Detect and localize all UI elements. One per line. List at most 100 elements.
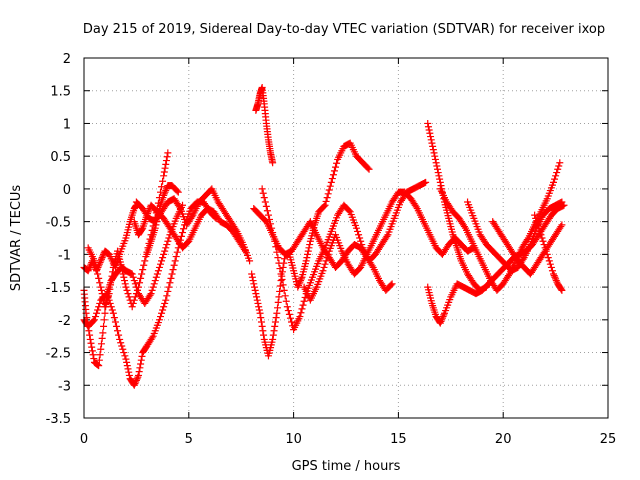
data-point [460,223,468,231]
data-point [163,241,171,249]
data-point [431,152,439,160]
data-point [92,261,100,269]
data-point [154,267,162,275]
data-point [542,247,550,255]
data-point [434,169,442,177]
data-point [162,187,170,195]
series-arc-17 [489,218,566,278]
data-point [323,254,331,262]
data-point [109,309,117,317]
data-point [161,164,169,172]
data-point [246,257,254,265]
data-point [558,221,566,229]
data-point [264,211,272,219]
x-tick-label: 15 [390,432,407,447]
data-point [96,351,104,359]
data-point [273,309,281,317]
data-point [427,136,435,144]
data-point [164,237,172,245]
data-point [269,331,277,339]
data-point [107,281,115,289]
data-point [105,290,113,298]
data-point [550,178,558,186]
data-point [274,304,282,312]
data-point [303,254,311,262]
data-point [169,266,177,274]
data-point [329,171,337,179]
data-point [429,142,437,150]
data-point [426,129,434,137]
data-point [172,253,180,261]
data-point [109,268,117,276]
data-point [537,231,545,239]
data-point [123,362,131,370]
data-point [325,186,333,194]
data-point [437,317,445,325]
y-tick-label: 0.5 [50,150,71,165]
data-point [519,255,527,263]
data-point [425,126,433,134]
data-point [118,267,126,275]
data-point [162,157,170,165]
data-point [261,198,269,206]
data-point [427,133,435,141]
data-point [123,286,131,294]
data-point [434,165,442,173]
data-point [97,340,105,348]
data-point [531,211,539,219]
data-point [282,297,290,305]
data-point [279,281,287,289]
data-point [97,286,105,294]
data-point [271,318,279,326]
data-point [138,352,146,360]
data-point [294,283,302,291]
data-point [422,178,430,186]
data-point [170,261,178,269]
x-tick-label: 5 [185,432,193,447]
data-point [177,232,185,240]
data-point [320,202,328,210]
data-point [436,175,444,183]
data-point [552,275,560,283]
data-point [124,290,132,298]
data-point [269,229,277,237]
data-point [107,303,115,311]
data-point [100,322,108,330]
data-point [134,373,142,381]
data-point [118,263,126,271]
data-point [155,316,163,324]
data-point [173,187,181,195]
y-axis-tick-labels: -3.5 -3 -2.5 -2 -1.5 -1 -0.5 0 0.5 1 1.5 2 [46,52,71,427]
data-point [436,319,444,327]
data-point [387,281,395,289]
data-point [121,277,129,285]
data-point [286,314,294,322]
data-point [269,159,277,167]
data-point [162,160,170,168]
data-point [137,356,145,364]
data-point [132,376,140,384]
data-point [345,207,353,215]
data-point [274,254,282,262]
data-point [277,270,285,278]
data-point [160,168,168,176]
data-point [149,283,157,291]
x-tick-label: 20 [495,432,512,447]
data-point [135,368,143,376]
data-point [167,274,175,282]
data-point [161,188,169,196]
data-point [164,287,172,295]
data-point [388,280,396,288]
data-point [160,191,168,199]
data-point [152,273,160,281]
data-point [129,273,137,281]
data-point [134,371,142,379]
data-point [262,202,270,210]
data-point [134,283,142,291]
data-point [356,234,364,242]
data-point [544,254,552,262]
data-point [97,345,105,353]
data-point [144,209,152,217]
series-arc-10 [250,205,396,294]
